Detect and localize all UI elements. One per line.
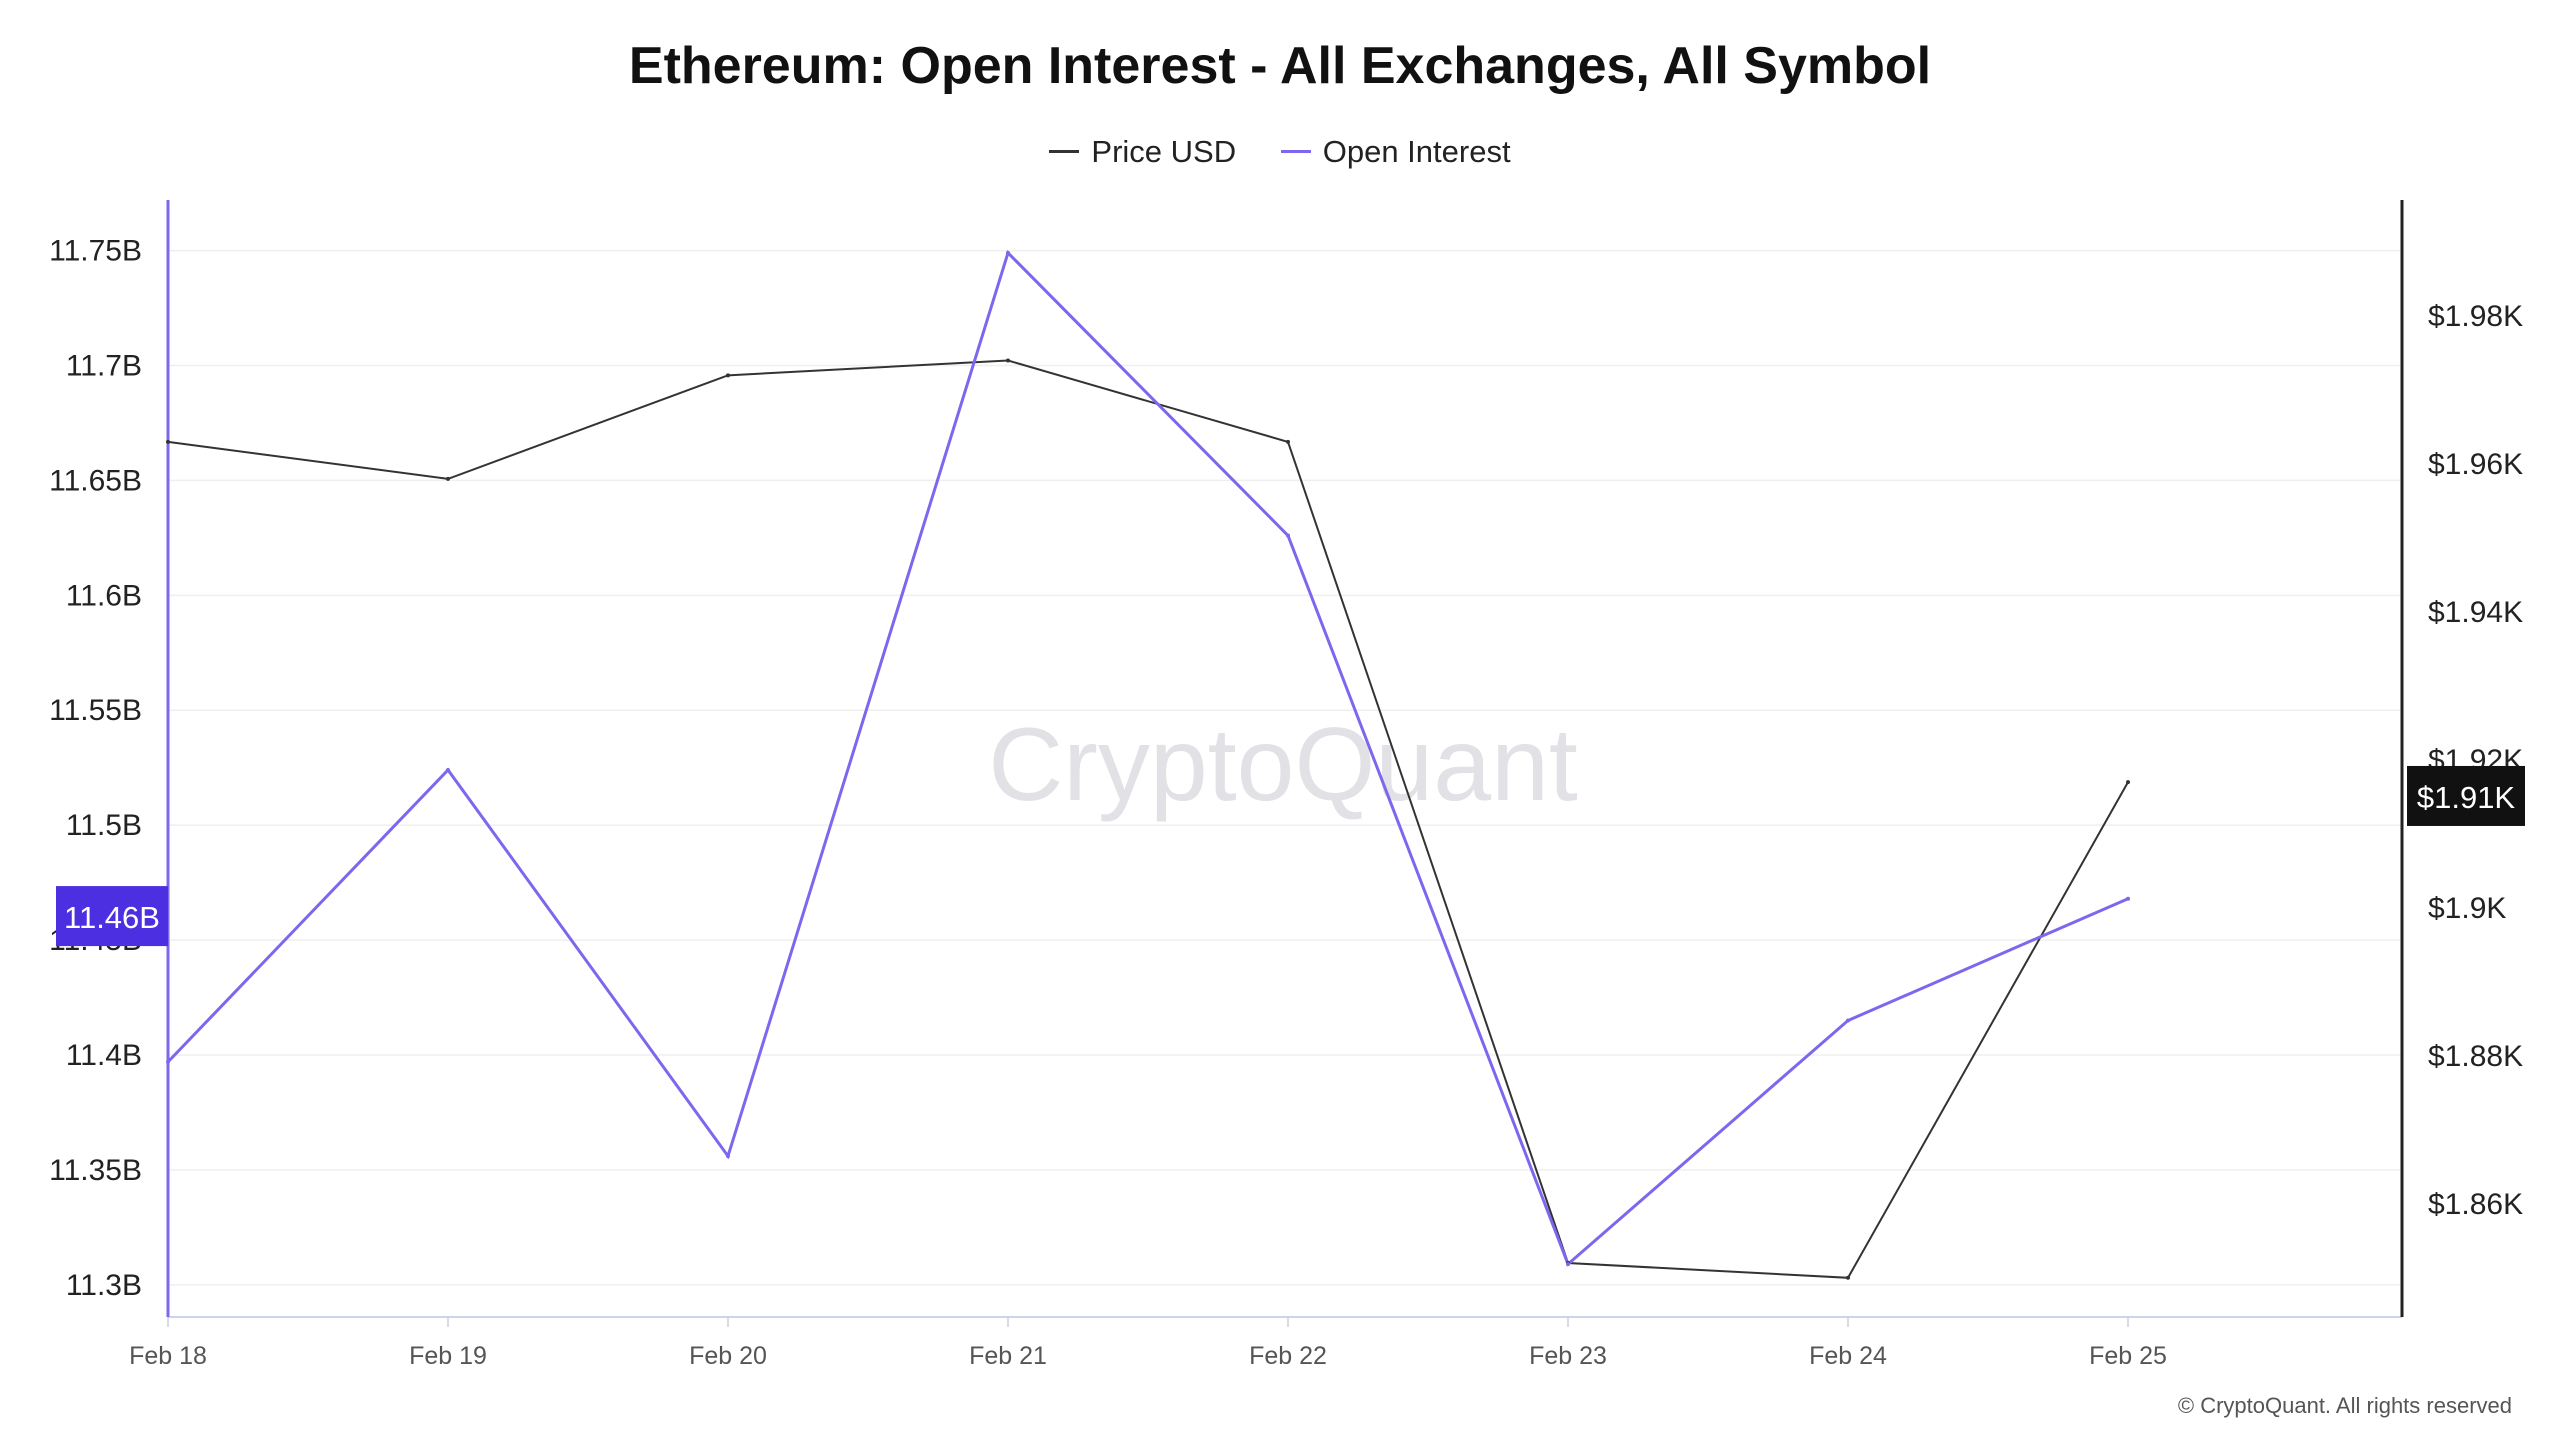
x-tick-label: Feb 22 xyxy=(1249,1342,1327,1370)
right-axis-ticks: $1.86K$1.88K$1.9K$1.92K$1.94K$1.96K$1.98… xyxy=(2428,300,2523,1221)
open-interest-point xyxy=(446,767,450,772)
right-tick-label: $1.88K xyxy=(2428,1040,2523,1073)
open-interest-point xyxy=(1006,250,1010,255)
open-interest-point xyxy=(726,1154,730,1159)
left-tick-label: 11.35B xyxy=(49,1154,142,1187)
open-interest-badge xyxy=(56,886,168,947)
price-usd-point xyxy=(2126,780,2130,785)
price-usd-line xyxy=(167,359,2129,1279)
right-tick-label: $1.98K xyxy=(2428,300,2523,333)
legend-item-open-interest[interactable]: Open Interest xyxy=(1280,133,1511,170)
watermark: CryptoQuant xyxy=(988,707,1578,823)
x-axis-ticks: Feb 18 Feb 19 Feb 20 Feb 21 Feb 22 Feb 23 Feb … xyxy=(129,1317,2167,1370)
x-tick-label: Feb 25 xyxy=(2089,1342,2167,1370)
price-usd-point xyxy=(446,476,450,481)
right-tick-label: $1.86K xyxy=(2428,1188,2523,1221)
axes xyxy=(166,200,2404,1318)
price-badge-label: $1.91K xyxy=(2417,780,2516,815)
open-interest-point xyxy=(1566,1262,1570,1267)
legend-swatch-open-interest xyxy=(1280,150,1311,153)
x-tick-label: Feb 24 xyxy=(1809,1342,1887,1370)
x-tick-label: Feb 20 xyxy=(689,1342,767,1370)
value-badges: 11.46B $1.91K xyxy=(56,765,2525,947)
right-tick-label: $1.9K xyxy=(2428,892,2506,925)
left-axis-ticks: 11.3B11.35B11.4B11.45B11.5B11.55B11.6B11… xyxy=(49,235,142,1302)
x-tick-label: Feb 18 xyxy=(129,1342,207,1370)
open-interest-point xyxy=(1846,1018,1850,1023)
copyright-notice: © CryptoQuant. All rights reserved xyxy=(2177,1393,2512,1418)
right-tick-label: $1.96K xyxy=(2428,448,2523,481)
price-usd-point xyxy=(726,373,730,378)
left-tick-label: 11.5B xyxy=(66,809,142,842)
left-tick-label: 11.3B xyxy=(66,1269,142,1302)
price-usd-point xyxy=(1006,358,1010,363)
price-usd-point xyxy=(166,439,170,444)
price-usd-point xyxy=(1286,439,1290,444)
open-interest-badge-label: 11.46B xyxy=(64,900,160,935)
chart-title: Ethereum: Open Interest - All Exchanges,… xyxy=(628,37,1932,95)
right-tick-label: $1.94K xyxy=(2428,596,2523,629)
price-badge xyxy=(2407,765,2525,826)
open-interest-line xyxy=(166,250,2129,1267)
legend-item-price[interactable]: Price USD xyxy=(1049,134,1236,170)
left-tick-label: 11.7B xyxy=(66,349,142,382)
legend: Price USD Open Interest xyxy=(0,125,2560,170)
open-interest-point xyxy=(1286,533,1290,538)
left-tick-label: 11.55B xyxy=(49,694,142,727)
series-lines xyxy=(166,250,2130,1280)
legend-label-price: Price USD xyxy=(1091,133,1237,169)
left-tick-label: 11.6B xyxy=(66,579,142,612)
left-tick-label: 11.75B xyxy=(49,235,142,268)
legend-swatch-price xyxy=(1049,150,1080,153)
legend-label-open-interest: Open Interest xyxy=(1322,133,1511,169)
x-tick-label: Feb 19 xyxy=(409,1342,487,1370)
open-interest-point xyxy=(166,1059,170,1064)
open-interest-point xyxy=(2126,896,2130,901)
left-tick-label: 11.4B xyxy=(66,1039,142,1072)
left-tick-label: 11.65B xyxy=(49,464,142,497)
price-usd-point xyxy=(1846,1275,1850,1280)
x-tick-label: Feb 23 xyxy=(1529,1342,1607,1370)
x-tick-label: Feb 21 xyxy=(969,1342,1047,1370)
